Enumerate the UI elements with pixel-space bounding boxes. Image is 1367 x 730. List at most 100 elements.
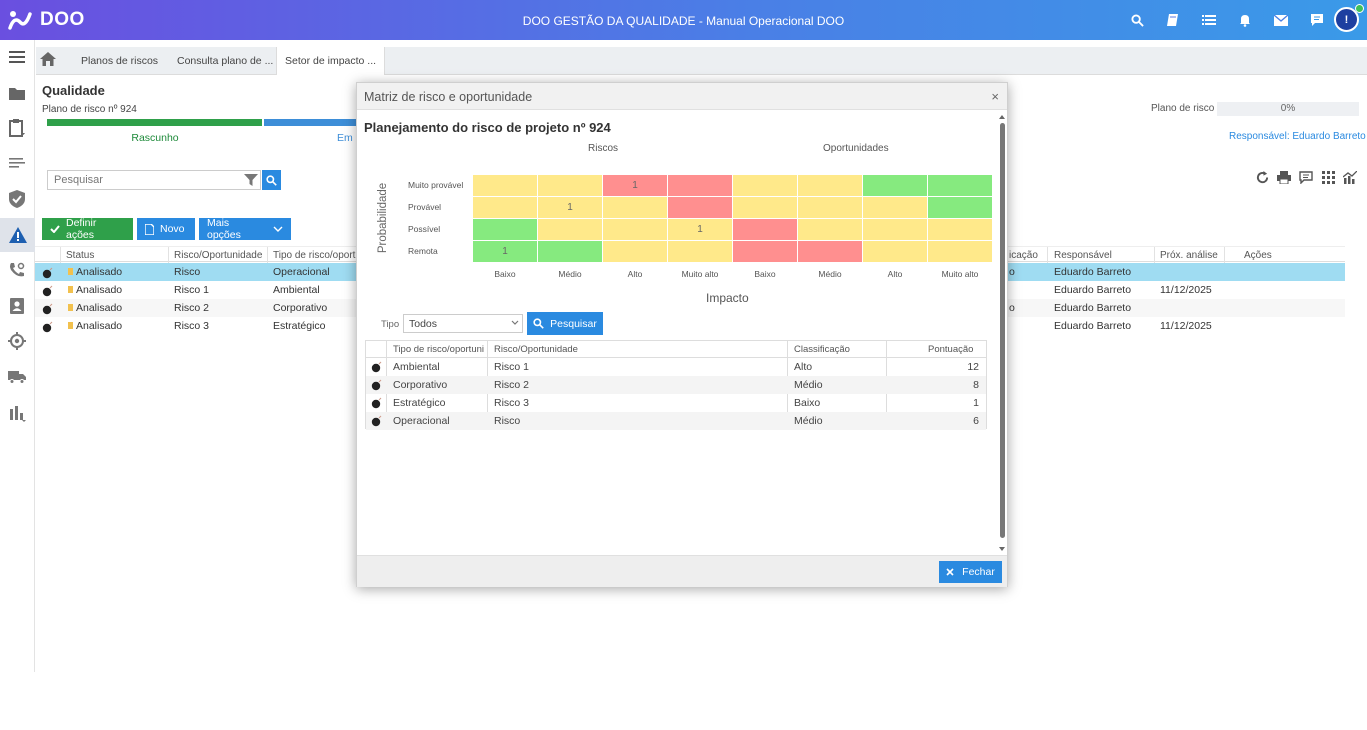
col-actions[interactable]: Ações bbox=[1244, 250, 1272, 261]
close-icon[interactable]: × bbox=[991, 89, 999, 104]
define-actions-button[interactable]: Definir ações bbox=[42, 217, 133, 241]
table-row[interactable]: Corporativo Risco 2 Médio 8 bbox=[366, 376, 986, 394]
dialog-scrollbar[interactable] bbox=[998, 113, 1006, 553]
matrix-cell[interactable] bbox=[733, 241, 797, 262]
search-icon[interactable] bbox=[1129, 12, 1145, 28]
matrix-cell[interactable] bbox=[733, 219, 797, 240]
type-filter-select[interactable]: Todos bbox=[403, 314, 523, 333]
summary-col-type[interactable]: Tipo de risco/oportuni bbox=[393, 344, 485, 355]
new-button[interactable]: Novo bbox=[137, 218, 195, 240]
chart-icon[interactable] bbox=[1343, 170, 1357, 184]
matrix-cell[interactable] bbox=[863, 197, 927, 218]
list-lines-icon[interactable] bbox=[7, 153, 27, 173]
matrix-cell[interactable] bbox=[928, 219, 992, 240]
bar-chart-icon[interactable] bbox=[7, 403, 27, 423]
matrix-cell[interactable]: 1 bbox=[668, 219, 732, 240]
matrix-cell[interactable] bbox=[798, 241, 862, 262]
table-row[interactable]: Analisado Risco 1 Ambiental Eduardo Barr… bbox=[35, 281, 1345, 299]
matrix-cell[interactable] bbox=[538, 219, 602, 240]
col-classification[interactable]: icação bbox=[1009, 250, 1038, 261]
tab-planos-de-riscos[interactable]: Planos de riscos bbox=[81, 55, 159, 67]
matrix-cell[interactable] bbox=[538, 241, 602, 262]
scrollbar-thumb[interactable] bbox=[1000, 123, 1005, 538]
matrix-cell[interactable] bbox=[798, 197, 862, 218]
matrix-cell[interactable] bbox=[473, 175, 537, 196]
summary-col-score[interactable]: Pontuação bbox=[928, 344, 974, 355]
clipboard-icon[interactable] bbox=[7, 118, 27, 138]
page-title: Qualidade bbox=[42, 83, 105, 98]
tab-setor-de-impacto[interactable]: Setor de impacto ... bbox=[276, 47, 386, 75]
summary-risk: Risco 1 bbox=[494, 361, 530, 373]
matrix-cell[interactable] bbox=[928, 175, 992, 196]
matrix-cell[interactable] bbox=[603, 197, 667, 218]
col-status[interactable]: Status bbox=[66, 250, 95, 261]
table-row[interactable]: Estratégico Risco 3 Baixo 1 bbox=[366, 394, 986, 412]
matrix-cell[interactable] bbox=[798, 175, 862, 196]
matrix-cell[interactable] bbox=[928, 241, 992, 262]
matrix-cell[interactable] bbox=[473, 219, 537, 240]
filter-icon[interactable] bbox=[244, 173, 258, 187]
matrix-cell[interactable]: 1 bbox=[603, 175, 667, 196]
col-risk[interactable]: Risco/Oportunidade bbox=[174, 250, 263, 261]
matrix-cell[interactable] bbox=[928, 197, 992, 218]
logo[interactable]: DOO bbox=[8, 9, 85, 31]
contact-card-icon[interactable] bbox=[7, 296, 27, 316]
table-row[interactable]: Ambiental Risco 1 Alto 12 bbox=[366, 358, 986, 376]
matrix-cell[interactable] bbox=[733, 197, 797, 218]
type-filter-label: Tipo bbox=[381, 319, 400, 330]
prob-level-label: Provável bbox=[408, 202, 442, 212]
matrix-cell[interactable] bbox=[668, 197, 732, 218]
chat-icon[interactable] bbox=[1309, 12, 1325, 28]
table-row[interactable]: Operacional Risco Médio 6 bbox=[366, 412, 986, 430]
matrix-opportunities-label: Oportunidades bbox=[823, 143, 889, 154]
matrix-cell[interactable] bbox=[733, 175, 797, 196]
menu-icon[interactable] bbox=[7, 47, 27, 67]
matrix-cell[interactable] bbox=[668, 241, 732, 262]
matrix-cell[interactable] bbox=[863, 175, 927, 196]
print-icon[interactable] bbox=[1277, 170, 1291, 184]
search-button[interactable] bbox=[262, 170, 281, 190]
matrix-cell[interactable]: 1 bbox=[473, 241, 537, 262]
summary-header-row: Tipo de risco/oportuni Risco/Oportunidad… bbox=[366, 341, 986, 358]
home-icon[interactable] bbox=[40, 52, 58, 70]
mail-icon[interactable] bbox=[1273, 12, 1289, 28]
matrix-cell[interactable] bbox=[798, 219, 862, 240]
summary-col-risk[interactable]: Risco/Oportunidade bbox=[494, 344, 578, 355]
grid-view-icon[interactable] bbox=[1321, 170, 1335, 184]
more-options-button[interactable]: Mais opções bbox=[199, 217, 291, 241]
col-responsible[interactable]: Responsável bbox=[1054, 250, 1112, 261]
close-dialog-button[interactable]: Fechar bbox=[939, 561, 1002, 583]
warning-icon[interactable] bbox=[0, 218, 35, 252]
comment-icon[interactable] bbox=[1299, 170, 1313, 184]
matrix-cell[interactable] bbox=[603, 219, 667, 240]
user-avatar[interactable]: ! bbox=[1334, 7, 1359, 32]
tab-consulta-plano[interactable]: Consulta plano de ... bbox=[177, 55, 274, 67]
phone-settings-icon[interactable] bbox=[7, 260, 27, 280]
matrix-cell[interactable] bbox=[863, 219, 927, 240]
col-next-analysis[interactable]: Próx. análise bbox=[1160, 250, 1218, 261]
target-icon[interactable] bbox=[7, 331, 27, 351]
book-icon[interactable] bbox=[1165, 12, 1181, 28]
list-icon[interactable] bbox=[1201, 12, 1217, 28]
col-type[interactable]: Tipo de risco/oportu bbox=[273, 250, 362, 261]
dialog-search-button[interactable]: Pesquisar bbox=[527, 312, 603, 335]
refresh-icon[interactable] bbox=[1255, 170, 1269, 184]
matrix-cell[interactable] bbox=[668, 175, 732, 196]
truck-icon[interactable] bbox=[7, 367, 27, 387]
matrix-cell[interactable] bbox=[538, 175, 602, 196]
summary-risk: Risco 3 bbox=[494, 397, 530, 409]
impact-level-label: Baixo bbox=[494, 269, 516, 279]
summary-col-classification[interactable]: Classificação bbox=[794, 344, 850, 355]
bell-icon[interactable] bbox=[1237, 12, 1253, 28]
shield-check-icon[interactable] bbox=[7, 189, 27, 209]
matrix-cell[interactable] bbox=[473, 197, 537, 218]
folder-icon[interactable] bbox=[7, 83, 27, 103]
matrix-cell[interactable] bbox=[603, 241, 667, 262]
close-icon bbox=[946, 568, 954, 576]
search-input[interactable]: Pesquisar bbox=[47, 170, 261, 190]
matrix-cell[interactable]: 1 bbox=[538, 197, 602, 218]
matrix-cell[interactable] bbox=[863, 241, 927, 262]
dialog-title: Matriz de risco e oportunidade bbox=[364, 90, 533, 104]
responsible-link[interactable]: Responsável: Eduardo Barreto bbox=[1229, 131, 1366, 142]
table-row[interactable]: Analisado Risco 3 Estratégico Eduardo Ba… bbox=[35, 317, 1345, 335]
